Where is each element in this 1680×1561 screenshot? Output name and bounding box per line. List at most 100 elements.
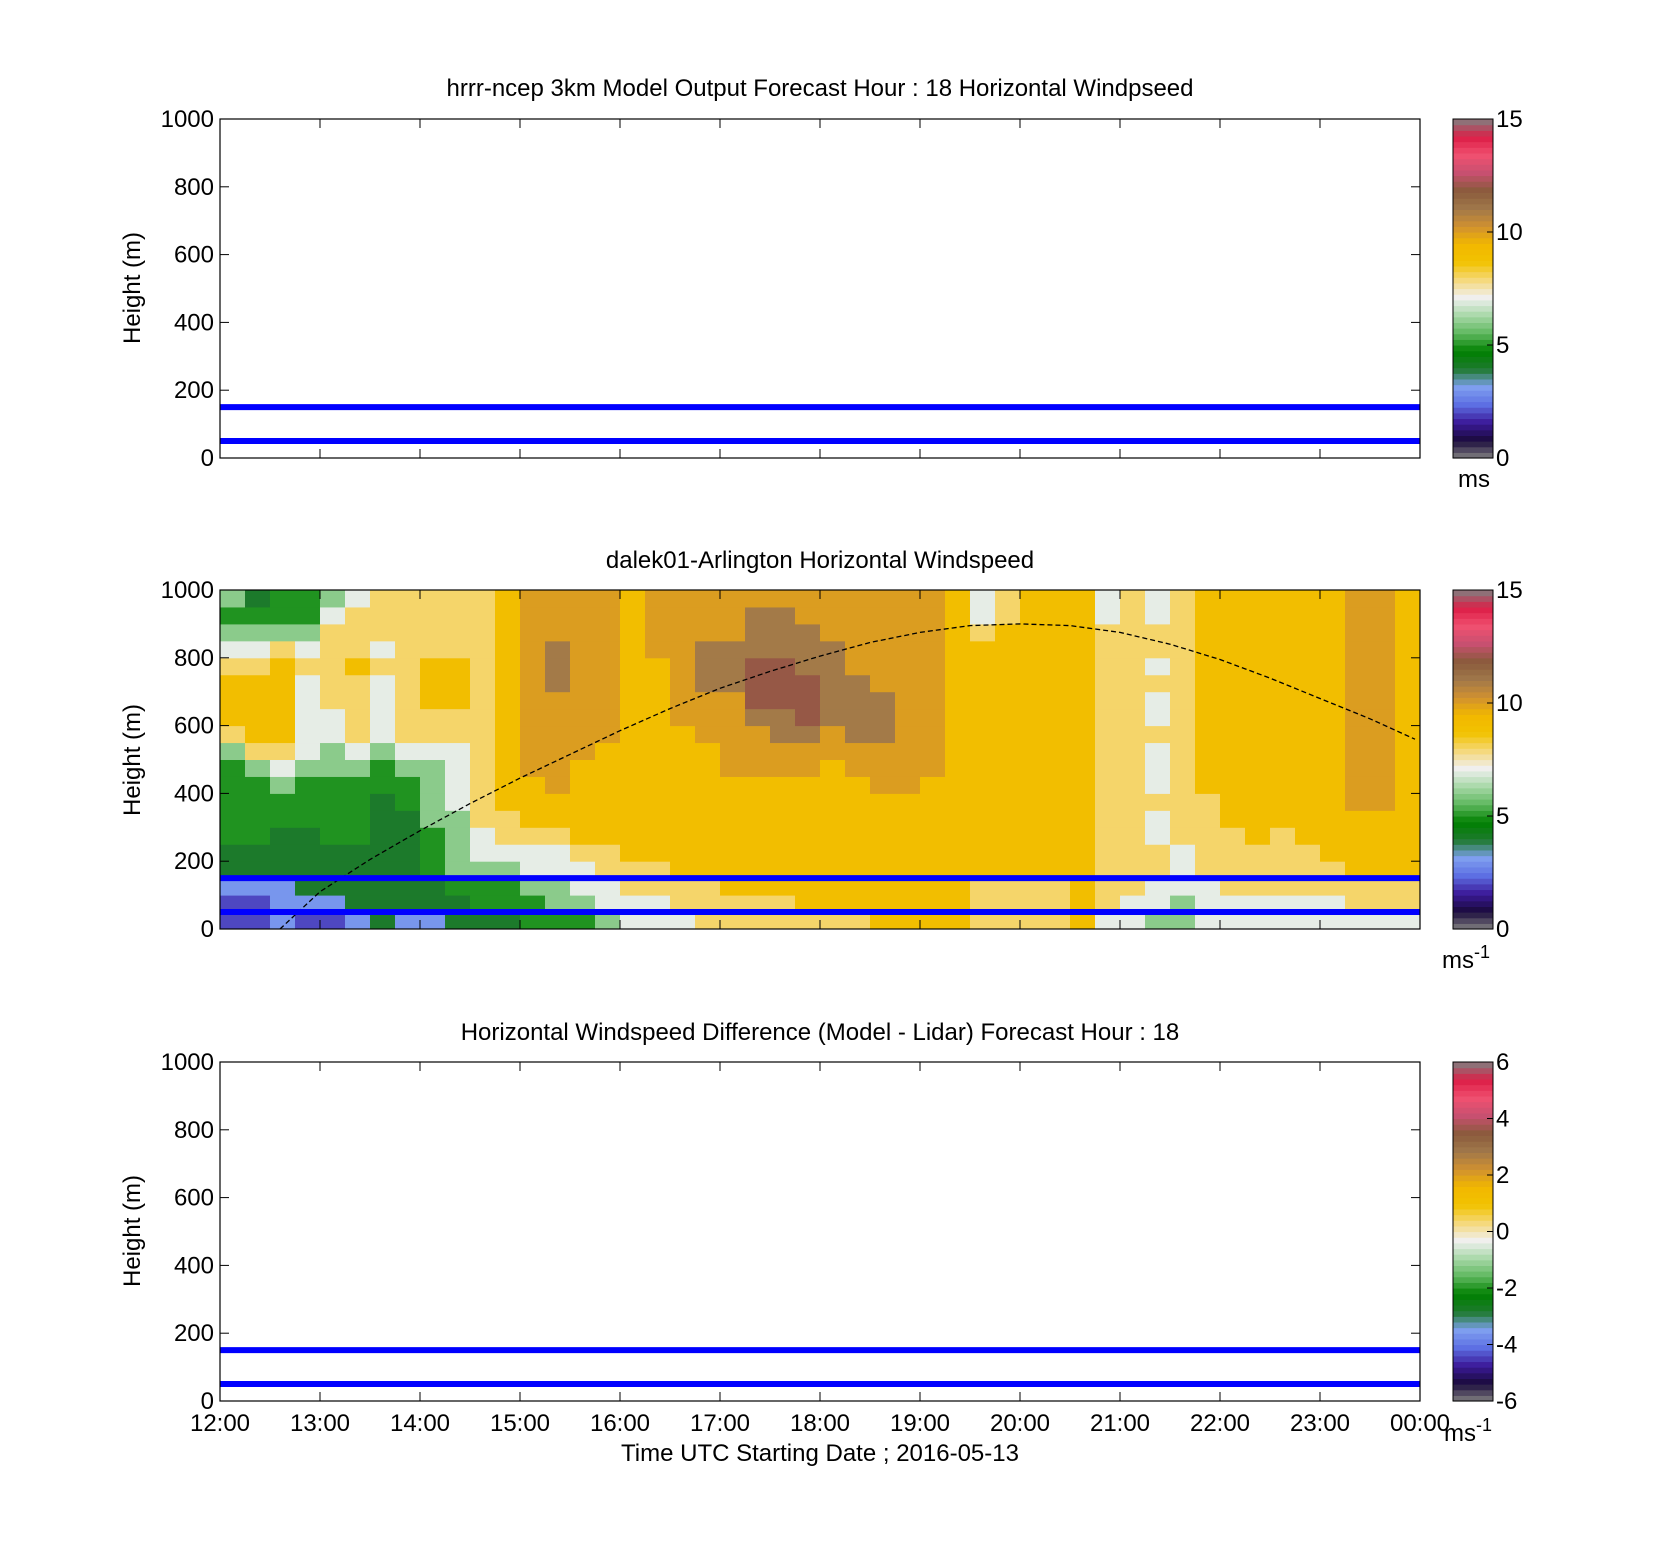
lidar-colorbar-segment [1453, 849, 1493, 857]
difference-colorbar-segment [1453, 1316, 1493, 1323]
heatmap-cell [345, 640, 371, 659]
heatmap-cell [520, 657, 546, 676]
heatmap-cell [945, 861, 971, 879]
heatmap-cell [370, 691, 396, 710]
heatmap-cell [1220, 776, 1246, 794]
heatmap-cell [1020, 827, 1046, 845]
heatmap-cell [570, 861, 596, 879]
heatmap-cell [470, 725, 496, 744]
heatmap-cell [1070, 657, 1096, 676]
difference-colorbar-segment [1453, 1225, 1493, 1233]
heatmap-cell [870, 623, 896, 642]
heatmap-cell [795, 742, 821, 760]
model-colorbar-segment [1453, 260, 1493, 267]
heatmap-cell [870, 810, 896, 828]
heatmap-cell [845, 912, 871, 929]
heatmap-cell [1295, 861, 1321, 879]
heatmap-cell [395, 861, 421, 879]
difference-colorbar-segment [1453, 1259, 1493, 1266]
heatmap-cell [1170, 640, 1196, 659]
heatmap-cell [820, 776, 846, 794]
difference-colorbar-segment [1453, 1293, 1493, 1300]
heatmap-cell [395, 827, 421, 845]
heatmap-cell [495, 895, 521, 913]
heatmap-cell [1295, 844, 1321, 862]
heatmap-cell [395, 895, 421, 913]
heatmap-cell [945, 674, 971, 693]
heatmap-cell [295, 640, 321, 659]
heatmap-cell [1370, 742, 1396, 760]
heatmap-cell [1120, 623, 1146, 642]
heatmap-cell [270, 878, 296, 896]
heatmap-cell [1045, 606, 1071, 625]
heatmap-cell [570, 742, 596, 760]
heatmap-cell [795, 793, 821, 811]
heatmap-cell [245, 590, 271, 608]
heatmap-cell [1145, 878, 1171, 896]
heatmap-cell [445, 844, 471, 862]
heatmap-cell [295, 708, 321, 727]
heatmap-cell [445, 606, 471, 625]
heatmap-cell [795, 590, 821, 608]
heatmap-cell [1020, 640, 1046, 659]
heatmap-cell [745, 759, 771, 777]
heatmap-cell [320, 827, 346, 845]
heatmap-cell [1220, 861, 1246, 879]
heatmap-cell [1220, 590, 1246, 608]
heatmap-cell [1070, 691, 1096, 710]
heatmap-cell [1045, 674, 1071, 693]
heatmap-cell [1095, 810, 1121, 828]
heatmap-cell [920, 827, 946, 845]
heatmap-cell [370, 725, 396, 744]
heatmap-cell [970, 590, 996, 608]
heatmap-cell [670, 793, 696, 811]
heatmap-cell [720, 674, 746, 693]
heatmap-cell [295, 657, 321, 676]
heatmap-cell [595, 708, 621, 727]
heatmap-cell [1220, 793, 1246, 811]
heatmap-cell [720, 776, 746, 794]
lidar-colorbar-tick-label: 0 [1496, 916, 1509, 943]
heatmap-cell [595, 912, 621, 929]
heatmap-cell [1395, 793, 1420, 811]
difference-colorbar-segment [1453, 1384, 1493, 1391]
heatmap-cell [745, 793, 771, 811]
heatmap-cell [1045, 691, 1071, 710]
heatmap-cell [270, 776, 296, 794]
heatmap-cell [595, 776, 621, 794]
heatmap-cell [770, 640, 796, 659]
heatmap-cell [220, 674, 246, 693]
heatmap-cell [370, 674, 396, 693]
heatmap-cell [620, 759, 646, 777]
heatmap-cell [845, 793, 871, 811]
heatmap-cell [520, 674, 546, 693]
heatmap-cell [995, 827, 1021, 845]
heatmap-cell [320, 691, 346, 710]
heatmap-cell [620, 912, 646, 929]
model-colorbar-segment [1453, 333, 1493, 340]
heatmap-cell [1195, 742, 1221, 760]
heatmap-cell [1245, 691, 1271, 710]
heatmap-cell [895, 759, 921, 777]
heatmap-cell [245, 725, 271, 744]
heatmap-cell [495, 708, 521, 727]
model-colorbar-segment [1453, 446, 1493, 453]
difference-panel: Horizontal Windspeed Difference (Model -… [119, 1019, 1517, 1467]
model-colorbar-segment [1453, 135, 1493, 143]
heatmap-cell [1270, 844, 1296, 862]
heatmap-cell [1370, 590, 1396, 608]
heatmap-cell [1345, 793, 1371, 811]
heatmap-cell [1170, 861, 1196, 879]
heatmap-cell [1120, 674, 1146, 693]
heatmap-cell [770, 657, 796, 676]
heatmap-cell [1045, 810, 1071, 828]
heatmap-cell [345, 895, 371, 913]
heatmap-cell [370, 590, 396, 608]
difference-colorbar-segment [1453, 1271, 1493, 1278]
heatmap-cell [895, 844, 921, 862]
difference-colorbar-segment [1453, 1146, 1493, 1153]
heatmap-cell [620, 708, 646, 727]
heatmap-cell [845, 640, 871, 659]
heatmap-cell [695, 623, 721, 642]
heatmap-cell [420, 776, 446, 794]
